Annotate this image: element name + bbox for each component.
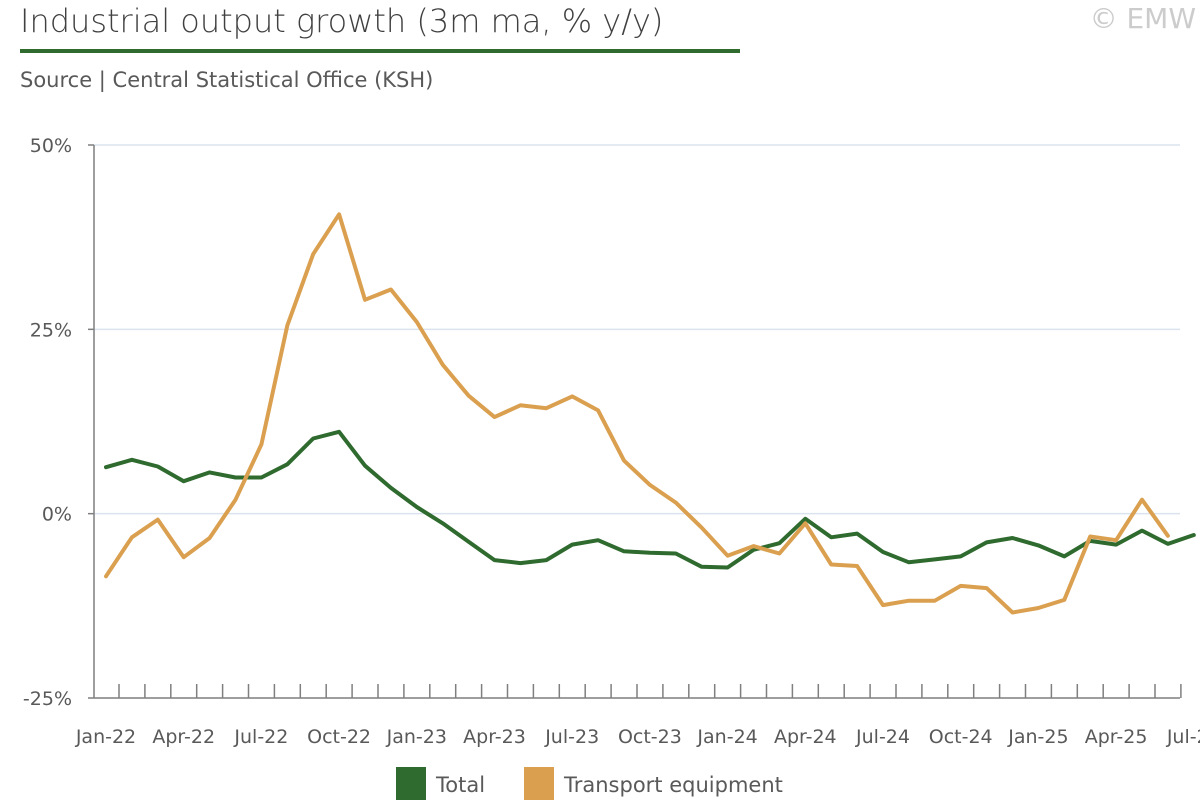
x-tick-label: Jan-23 bbox=[386, 726, 447, 748]
y-tick-label: 50% bbox=[30, 135, 72, 157]
legend: Total Transport equipment bbox=[396, 767, 783, 800]
legend-label-transport-equipment: Transport equipment bbox=[563, 773, 783, 797]
x-tick-label: Jan-24 bbox=[696, 726, 757, 748]
x-tick-label: Jul-23 bbox=[544, 726, 599, 748]
copyright-notice: © EMW bbox=[1089, 2, 1196, 35]
x-tick-label: Jul-25 bbox=[1166, 726, 1200, 748]
legend-swatch-total bbox=[396, 767, 426, 800]
x-tick-label: Apr-25 bbox=[1085, 726, 1148, 748]
y-tick-label: 0% bbox=[42, 504, 72, 526]
axes bbox=[88, 144, 1182, 699]
x-tick-label: Oct-23 bbox=[618, 726, 682, 748]
y-tick-label: 25% bbox=[30, 319, 72, 341]
legend-swatch-transport-equipment bbox=[524, 767, 554, 800]
series-line-total bbox=[104, 429, 1196, 570]
gridlines bbox=[94, 144, 1180, 515]
tick-labels: -25% 0% 25% 50% Jan-22 Apr-22 Jul-22 Oct-22 Jan-… bbox=[23, 135, 1200, 748]
x-tick-label: Jan-25 bbox=[1007, 726, 1068, 748]
series-lines bbox=[104, 212, 1196, 615]
legend-label-total: Total bbox=[435, 773, 485, 797]
x-tick-label: Jul-22 bbox=[233, 726, 288, 748]
title-underline bbox=[20, 49, 740, 53]
x-tick-label: Apr-22 bbox=[152, 726, 215, 748]
series-line-transport-equipment bbox=[104, 212, 1170, 615]
x-tick-label: Jul-24 bbox=[855, 726, 910, 748]
x-tick-label: Apr-23 bbox=[463, 726, 526, 748]
x-tick-label: Oct-22 bbox=[307, 726, 371, 748]
chart-title: Industrial output growth (3m ma, % y/y) bbox=[20, 2, 664, 40]
x-tick-label: Jan-22 bbox=[75, 726, 136, 748]
y-tick-label: -25% bbox=[23, 688, 72, 710]
x-tick-label: Oct-24 bbox=[929, 726, 993, 748]
source-note: Source | Central Statistical Office (KSH… bbox=[20, 68, 434, 92]
x-tick-label: Apr-24 bbox=[774, 726, 837, 748]
